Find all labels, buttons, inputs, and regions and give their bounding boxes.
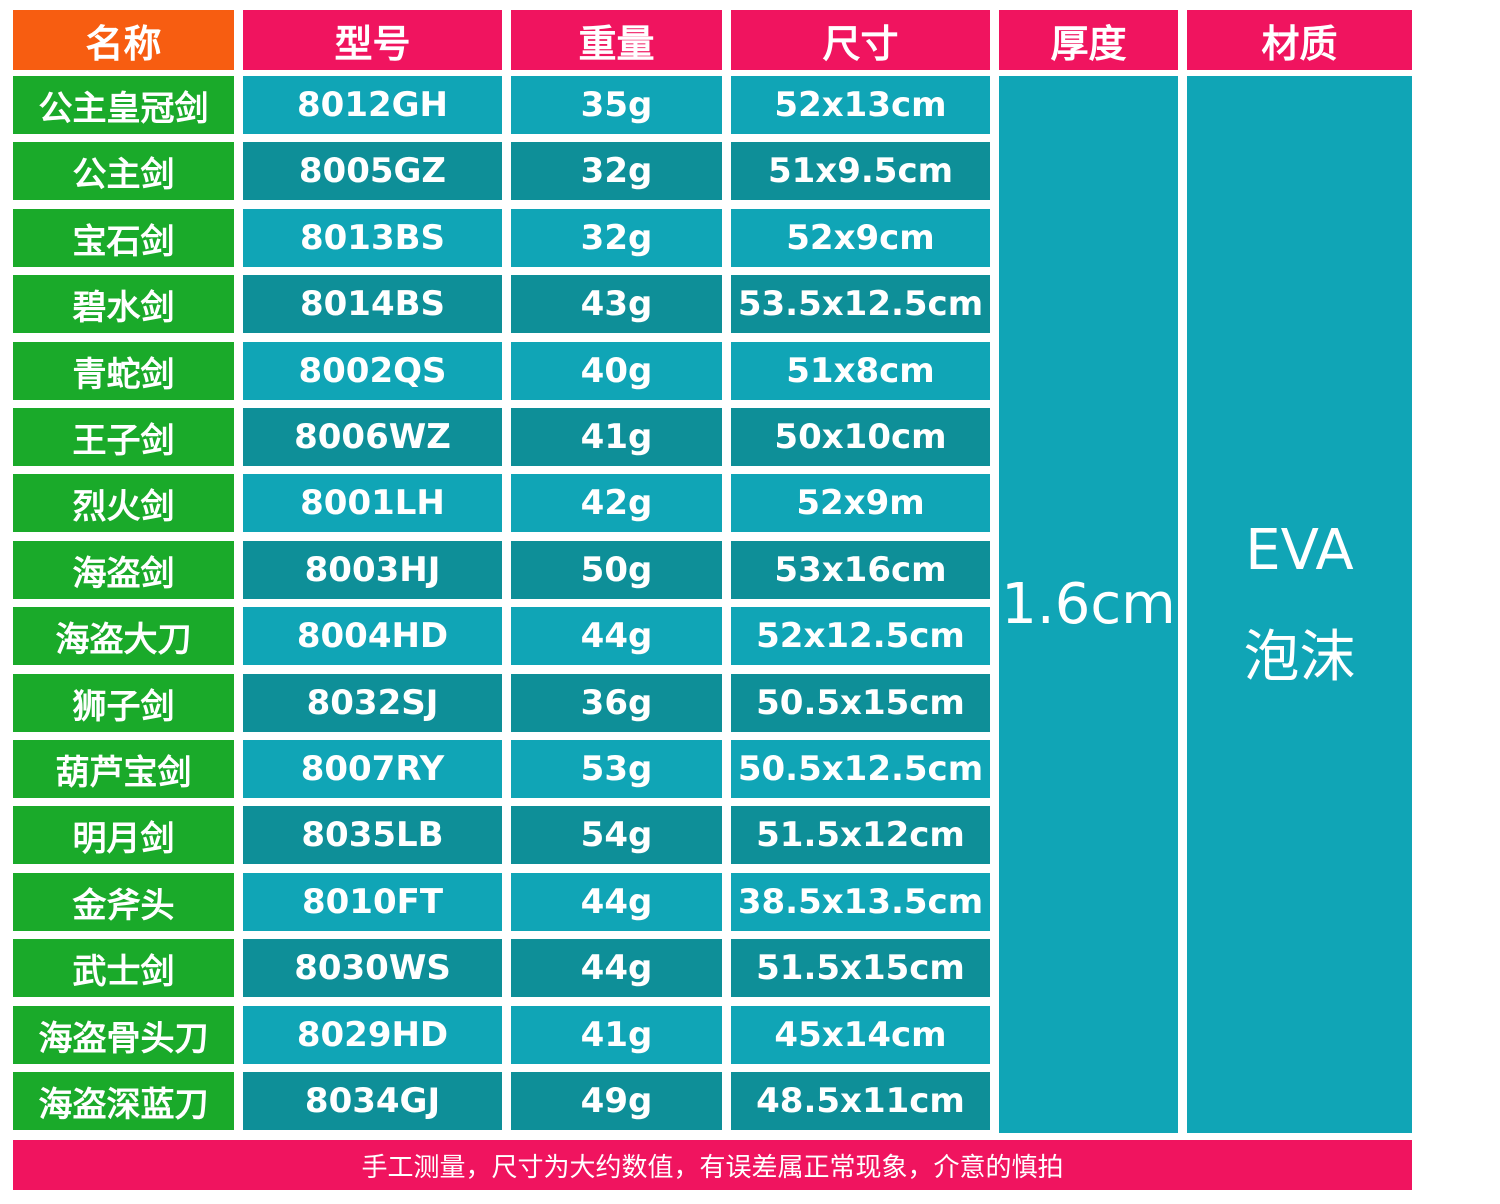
weight-cell: 41g	[511, 408, 722, 466]
name-cell: 王子剑	[13, 408, 234, 466]
weight-cell: 49g	[511, 1072, 722, 1130]
size-cell: 52x12.5cm	[731, 607, 990, 665]
header-size: 尺寸	[731, 10, 990, 70]
material-line-1: EVA	[1245, 518, 1354, 584]
header-weight: 重量	[511, 10, 722, 70]
model-cell: 8029HD	[243, 1006, 502, 1064]
size-cell: 45x14cm	[731, 1006, 990, 1064]
material-line-2: 泡沫	[1243, 624, 1356, 690]
model-cell: 8013BS	[243, 209, 502, 267]
name-cell: 公主剑	[13, 142, 234, 200]
name-cell: 公主皇冠剑	[13, 76, 234, 134]
weight-cell: 42g	[511, 474, 722, 532]
name-cell: 碧水剑	[13, 275, 234, 333]
name-cell: 武士剑	[13, 939, 234, 997]
name-cell: 烈火剑	[13, 474, 234, 532]
header-name: 名称	[13, 10, 234, 70]
model-cell: 8001LH	[243, 474, 502, 532]
name-cell: 明月剑	[13, 806, 234, 864]
name-cell: 葫芦宝剑	[13, 740, 234, 798]
weight-cell: 32g	[511, 209, 722, 267]
model-cell: 8007RY	[243, 740, 502, 798]
model-cell: 8005GZ	[243, 142, 502, 200]
weight-cell: 53g	[511, 740, 722, 798]
size-cell: 51x9.5cm	[731, 142, 990, 200]
thickness-cell: 1.6cm	[999, 76, 1178, 1133]
size-cell: 52x13cm	[731, 76, 990, 134]
size-cell: 50.5x12.5cm	[731, 740, 990, 798]
size-cell: 51.5x12cm	[731, 806, 990, 864]
size-cell: 51x8cm	[731, 342, 990, 400]
weight-cell: 35g	[511, 76, 722, 134]
model-cell: 8003HJ	[243, 541, 502, 599]
weight-cell: 54g	[511, 806, 722, 864]
model-cell: 8030WS	[243, 939, 502, 997]
name-cell: 海盗大刀	[13, 607, 234, 665]
weight-cell: 32g	[511, 142, 722, 200]
weight-cell: 44g	[511, 939, 722, 997]
model-cell: 8034GJ	[243, 1072, 502, 1130]
size-cell: 52x9m	[731, 474, 990, 532]
weight-cell: 44g	[511, 873, 722, 931]
model-cell: 8012GH	[243, 76, 502, 134]
model-cell: 8032SJ	[243, 674, 502, 732]
name-cell: 狮子剑	[13, 674, 234, 732]
weight-cell: 43g	[511, 275, 722, 333]
size-cell: 48.5x11cm	[731, 1072, 990, 1130]
weight-cell: 44g	[511, 607, 722, 665]
name-cell: 海盗骨头刀	[13, 1006, 234, 1064]
size-cell: 51.5x15cm	[731, 939, 990, 997]
name-cell: 宝石剑	[13, 209, 234, 267]
weight-cell: 36g	[511, 674, 722, 732]
size-cell: 38.5x13.5cm	[731, 873, 990, 931]
weight-cell: 50g	[511, 541, 722, 599]
model-cell: 8002QS	[243, 342, 502, 400]
weight-cell: 40g	[511, 342, 722, 400]
name-cell: 海盗深蓝刀	[13, 1072, 234, 1130]
size-cell: 50.5x15cm	[731, 674, 990, 732]
header-material: 材质	[1187, 10, 1412, 70]
size-cell: 52x9cm	[731, 209, 990, 267]
footer-note: 手工测量，尺寸为大约数值，有误差属正常现象，介意的慎拍	[13, 1140, 1412, 1190]
model-cell: 8010FT	[243, 873, 502, 931]
header-model: 型号	[243, 10, 502, 70]
model-cell: 8006WZ	[243, 408, 502, 466]
size-cell: 50x10cm	[731, 408, 990, 466]
name-cell: 青蛇剑	[13, 342, 234, 400]
model-cell: 8035LB	[243, 806, 502, 864]
size-cell: 53x16cm	[731, 541, 990, 599]
weight-cell: 41g	[511, 1006, 722, 1064]
size-cell: 53.5x12.5cm	[731, 275, 990, 333]
name-cell: 金斧头	[13, 873, 234, 931]
name-cell: 海盗剑	[13, 541, 234, 599]
header-thickness: 厚度	[999, 10, 1178, 70]
model-cell: 8004HD	[243, 607, 502, 665]
model-cell: 8014BS	[243, 275, 502, 333]
material-cell: EVA 泡沫	[1187, 76, 1412, 1133]
